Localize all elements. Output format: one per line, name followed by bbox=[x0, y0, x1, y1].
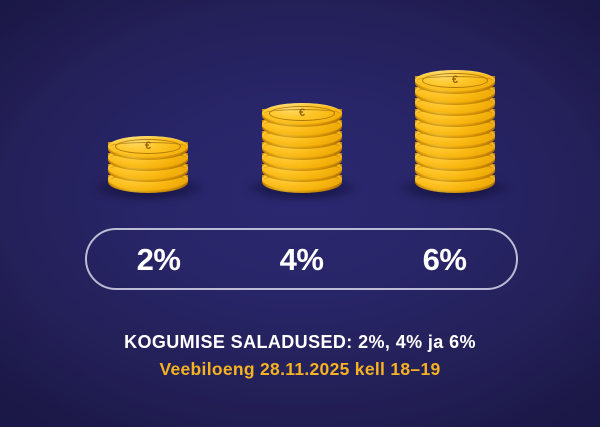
coin-stack-body: € bbox=[415, 69, 495, 193]
coin-stack-6: € bbox=[365, 0, 545, 215]
coin-inner-ring bbox=[115, 139, 181, 154]
headline-text: KOGUMISE SALADUSED: 2%, 4% ja 6% bbox=[124, 332, 476, 352]
percent-value-3: 6% bbox=[422, 241, 467, 277]
coin-stack-4: € bbox=[212, 0, 392, 215]
coin-stacks-row: € € € bbox=[58, 0, 545, 215]
coin-inner-ring bbox=[422, 73, 488, 88]
subtitle-text: Veebiloeng 28.11.2025 kell 18–19 bbox=[159, 359, 441, 379]
percent-value-1: 2% bbox=[136, 241, 181, 277]
euro-symbol-icon: € bbox=[144, 140, 152, 152]
coin-stack-2: € bbox=[58, 0, 238, 215]
coin-top: € bbox=[262, 103, 342, 127]
euro-symbol-icon: € bbox=[451, 74, 459, 86]
euro-symbol-icon: € bbox=[298, 107, 306, 119]
coin-top: € bbox=[415, 70, 495, 94]
caption-block: KOGUMISE SALADUSED: 2%, 4% ja 6% Veebilo… bbox=[0, 330, 600, 381]
coin-stack-body: € bbox=[108, 135, 188, 193]
coin-stack-body: € bbox=[262, 102, 342, 193]
percent-pill: 2% 4% 6% bbox=[85, 228, 518, 290]
coin-inner-ring bbox=[269, 106, 335, 121]
coin-top: € bbox=[108, 136, 188, 160]
percent-value-2: 4% bbox=[279, 241, 324, 277]
